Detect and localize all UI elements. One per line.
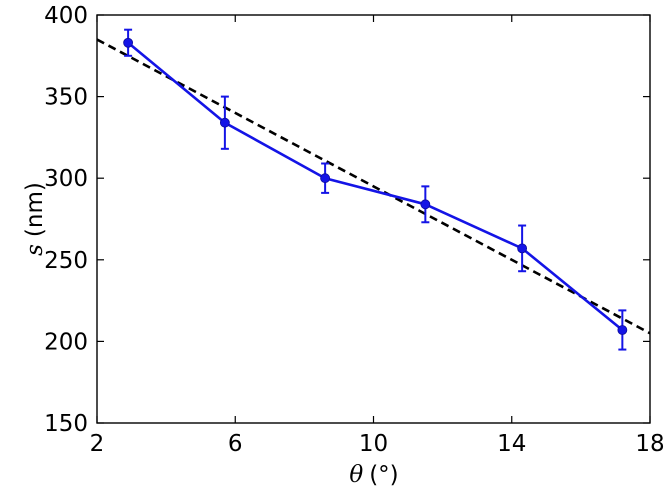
fit-line-layer [97, 38, 650, 335]
fit-line [97, 38, 650, 335]
y-tick-label: 150 [44, 411, 88, 437]
x-axis-symbol: θ [349, 462, 363, 488]
series-line [127, 41, 624, 331]
data-point [420, 199, 431, 210]
data-point [219, 117, 230, 128]
y-axis-label: s (nm) [22, 182, 48, 256]
y-tick-label: 250 [44, 248, 88, 274]
y-tick-label: 400 [44, 3, 88, 29]
x-tick-label: 2 [90, 431, 105, 457]
plot-area [97, 28, 650, 351]
x-tick-label: 10 [359, 431, 388, 457]
y-axis-unit: (nm) [22, 182, 48, 237]
data-point [123, 37, 134, 48]
x-tick-label: 6 [228, 431, 243, 457]
plot-frame [96, 14, 651, 424]
data-point [617, 325, 628, 335]
data-point [320, 173, 331, 184]
tick-labels-layer: 2 6 10 14 18 150 200 250 300 350 400 [44, 3, 665, 457]
x-tick-label: 18 [635, 431, 664, 457]
ticks-layer [96, 14, 651, 424]
series-layer [123, 28, 628, 351]
x-axis-unit: (°) [369, 462, 398, 488]
x-tick-label: 14 [497, 431, 526, 457]
y-tick-label: 200 [44, 329, 88, 355]
y-tick-label: 350 [44, 85, 88, 111]
y-axis-symbol: s [22, 244, 48, 256]
x-axis-label: θ (°) [349, 462, 398, 488]
data-point [517, 243, 528, 254]
y-tick-label: 300 [44, 166, 88, 192]
